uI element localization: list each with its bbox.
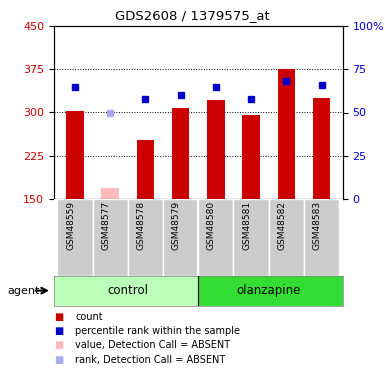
Text: GSM48578: GSM48578	[136, 201, 146, 250]
Bar	[233, 199, 269, 276]
Text: ■: ■	[54, 340, 63, 350]
Bar	[207, 100, 225, 199]
Text: value, Detection Call = ABSENT: value, Detection Call = ABSENT	[75, 340, 230, 350]
Bar	[313, 98, 330, 199]
Bar	[93, 199, 128, 276]
Text: agent: agent	[8, 286, 40, 296]
Text: GSM48580: GSM48580	[207, 201, 216, 250]
Bar	[269, 199, 304, 276]
Text: rank, Detection Call = ABSENT: rank, Detection Call = ABSENT	[75, 355, 225, 364]
Bar	[66, 111, 84, 199]
Bar	[163, 199, 198, 276]
Text: ■: ■	[54, 355, 63, 364]
Text: percentile rank within the sample: percentile rank within the sample	[75, 326, 240, 336]
Text: count: count	[75, 312, 103, 322]
Bar	[57, 199, 93, 276]
Bar	[137, 140, 154, 199]
Bar	[198, 276, 343, 306]
Text: GSM48559: GSM48559	[66, 201, 75, 250]
Text: GSM48579: GSM48579	[172, 201, 181, 250]
Text: control: control	[107, 284, 148, 297]
Text: ■: ■	[54, 326, 63, 336]
Bar	[101, 188, 119, 199]
Bar	[198, 199, 233, 276]
Bar	[304, 199, 339, 276]
Text: GSM48582: GSM48582	[277, 201, 286, 250]
Text: olanzapine: olanzapine	[236, 284, 301, 297]
Bar	[242, 116, 260, 199]
Text: GSM48577: GSM48577	[101, 201, 110, 250]
Bar	[172, 108, 189, 199]
Bar	[54, 276, 198, 306]
Bar	[128, 199, 163, 276]
Bar	[278, 69, 295, 199]
Text: ■: ■	[54, 312, 63, 322]
Text: GSM48583: GSM48583	[313, 201, 321, 250]
Text: GSM48581: GSM48581	[242, 201, 251, 250]
Text: GDS2608 / 1379575_at: GDS2608 / 1379575_at	[115, 9, 270, 22]
